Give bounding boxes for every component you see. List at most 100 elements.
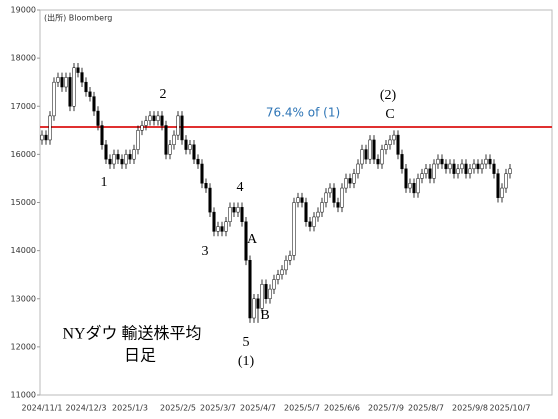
candle-body bbox=[424, 168, 428, 174]
candle-body bbox=[264, 284, 268, 299]
candle-body bbox=[316, 211, 320, 218]
candle-body bbox=[324, 192, 328, 203]
candle-body bbox=[396, 134, 400, 155]
x-tick-label: 2025/9/8 bbox=[452, 404, 488, 413]
candle-body bbox=[100, 125, 104, 145]
candle-body bbox=[360, 149, 364, 165]
wave-label: C bbox=[385, 107, 394, 122]
candle-body bbox=[504, 173, 508, 189]
wave-label: (1) bbox=[238, 354, 255, 369]
candle-body bbox=[456, 168, 460, 174]
candle-body bbox=[336, 202, 340, 208]
y-tick-label: 15000 bbox=[11, 198, 36, 207]
candle-body bbox=[488, 158, 492, 165]
candle-body bbox=[308, 221, 312, 227]
candle-body bbox=[56, 77, 60, 83]
wave-label: 3 bbox=[202, 244, 209, 259]
candle-body bbox=[364, 149, 368, 160]
candle-body bbox=[340, 187, 344, 208]
candle-body bbox=[356, 163, 360, 174]
candle-body bbox=[480, 163, 484, 170]
candle-body bbox=[472, 163, 476, 170]
x-tick-label: 2025/1/3 bbox=[112, 404, 148, 413]
candle-body bbox=[44, 134, 48, 141]
candle-body bbox=[268, 288, 272, 299]
candle-body bbox=[136, 130, 140, 150]
x-tick-label: 2025/3/7 bbox=[200, 404, 236, 413]
x-tick-label: 2025/4/7 bbox=[240, 404, 276, 413]
candle-body bbox=[352, 173, 356, 184]
candle-body bbox=[52, 81, 56, 117]
candle-body bbox=[272, 279, 276, 290]
candle-body bbox=[132, 149, 136, 160]
candle-body bbox=[184, 139, 188, 150]
candle-body bbox=[292, 202, 296, 256]
y-tick-label: 18000 bbox=[11, 54, 36, 63]
candle-body bbox=[300, 197, 304, 203]
candle-body bbox=[104, 144, 108, 160]
candle-body bbox=[84, 81, 88, 93]
candle-body bbox=[240, 207, 244, 222]
x-tick-label: 2025/2/5 bbox=[160, 404, 196, 413]
wave-label: A bbox=[247, 232, 258, 247]
wave-label: 5 bbox=[243, 335, 250, 350]
candle-body bbox=[416, 178, 420, 194]
chart-title: NYダウ 輸送株平均 bbox=[62, 325, 201, 343]
candle-body bbox=[460, 163, 464, 170]
candle-body bbox=[212, 211, 216, 232]
candle-body bbox=[204, 183, 208, 189]
candle-body bbox=[372, 139, 376, 160]
candle-body bbox=[296, 197, 300, 203]
candle-body bbox=[124, 154, 128, 165]
candle-body bbox=[368, 139, 372, 160]
candle-body bbox=[156, 115, 160, 121]
candle-body bbox=[348, 178, 352, 184]
x-tick-label: 2024/11/1 bbox=[21, 404, 62, 413]
wave-label: (2) bbox=[380, 88, 397, 103]
y-tick-label: 16000 bbox=[11, 150, 36, 159]
candle-body bbox=[464, 163, 468, 174]
x-tick-label: 2025/8/7 bbox=[408, 404, 444, 413]
candle-body bbox=[384, 144, 388, 150]
candle-body bbox=[76, 67, 80, 73]
candle-body bbox=[332, 187, 336, 203]
x-tick-label: 2025/7/9 bbox=[368, 404, 404, 413]
candle-body bbox=[188, 144, 192, 150]
candle-body bbox=[420, 173, 424, 179]
source-note: (出所) Bloomberg bbox=[44, 13, 112, 23]
candle-body bbox=[428, 168, 432, 179]
candle-body bbox=[412, 183, 416, 194]
candle-body bbox=[232, 207, 236, 213]
x-tick-label: 2025/10/7 bbox=[489, 404, 530, 413]
candle-body bbox=[80, 72, 84, 83]
candle-body bbox=[452, 163, 456, 174]
candle-body bbox=[276, 274, 280, 280]
candle-body bbox=[320, 202, 324, 213]
candle-body bbox=[492, 163, 496, 174]
candle-body bbox=[484, 158, 488, 165]
candle-body bbox=[468, 168, 472, 174]
x-tick-label: 2025/6/6 bbox=[324, 404, 360, 413]
candle-body bbox=[328, 187, 332, 194]
candle-body bbox=[64, 77, 68, 88]
chart-subtitle: 日足 bbox=[124, 348, 156, 365]
candle-body bbox=[96, 110, 100, 126]
candle-body bbox=[252, 298, 256, 319]
candle-body bbox=[436, 158, 440, 165]
candle-body bbox=[176, 115, 180, 136]
candle-body bbox=[440, 158, 444, 165]
candle-body bbox=[236, 207, 240, 213]
candle-body bbox=[200, 163, 204, 184]
candle-body bbox=[312, 216, 316, 227]
candle-body bbox=[144, 120, 148, 126]
candle-body bbox=[376, 158, 380, 165]
candle-body bbox=[180, 115, 184, 141]
candle-body bbox=[192, 144, 196, 160]
candle-body bbox=[280, 269, 284, 275]
candle-body bbox=[60, 77, 64, 88]
candle-body bbox=[48, 115, 52, 141]
y-tick-label: 13000 bbox=[11, 294, 36, 303]
candle-body bbox=[120, 158, 124, 165]
